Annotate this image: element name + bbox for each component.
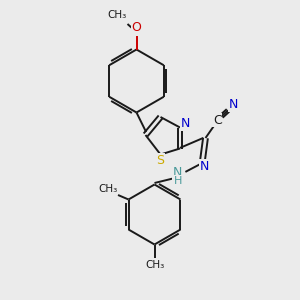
Text: N: N — [173, 166, 182, 179]
Text: S: S — [156, 154, 164, 167]
Text: N: N — [181, 117, 190, 130]
Text: CH₃: CH₃ — [98, 184, 117, 194]
Text: N: N — [228, 98, 238, 112]
Text: H: H — [173, 176, 182, 186]
Text: N: N — [199, 160, 209, 173]
Text: CH₃: CH₃ — [145, 260, 164, 271]
Text: O: O — [132, 21, 141, 34]
Text: CH₃: CH₃ — [107, 10, 127, 20]
Text: C: C — [213, 113, 222, 127]
